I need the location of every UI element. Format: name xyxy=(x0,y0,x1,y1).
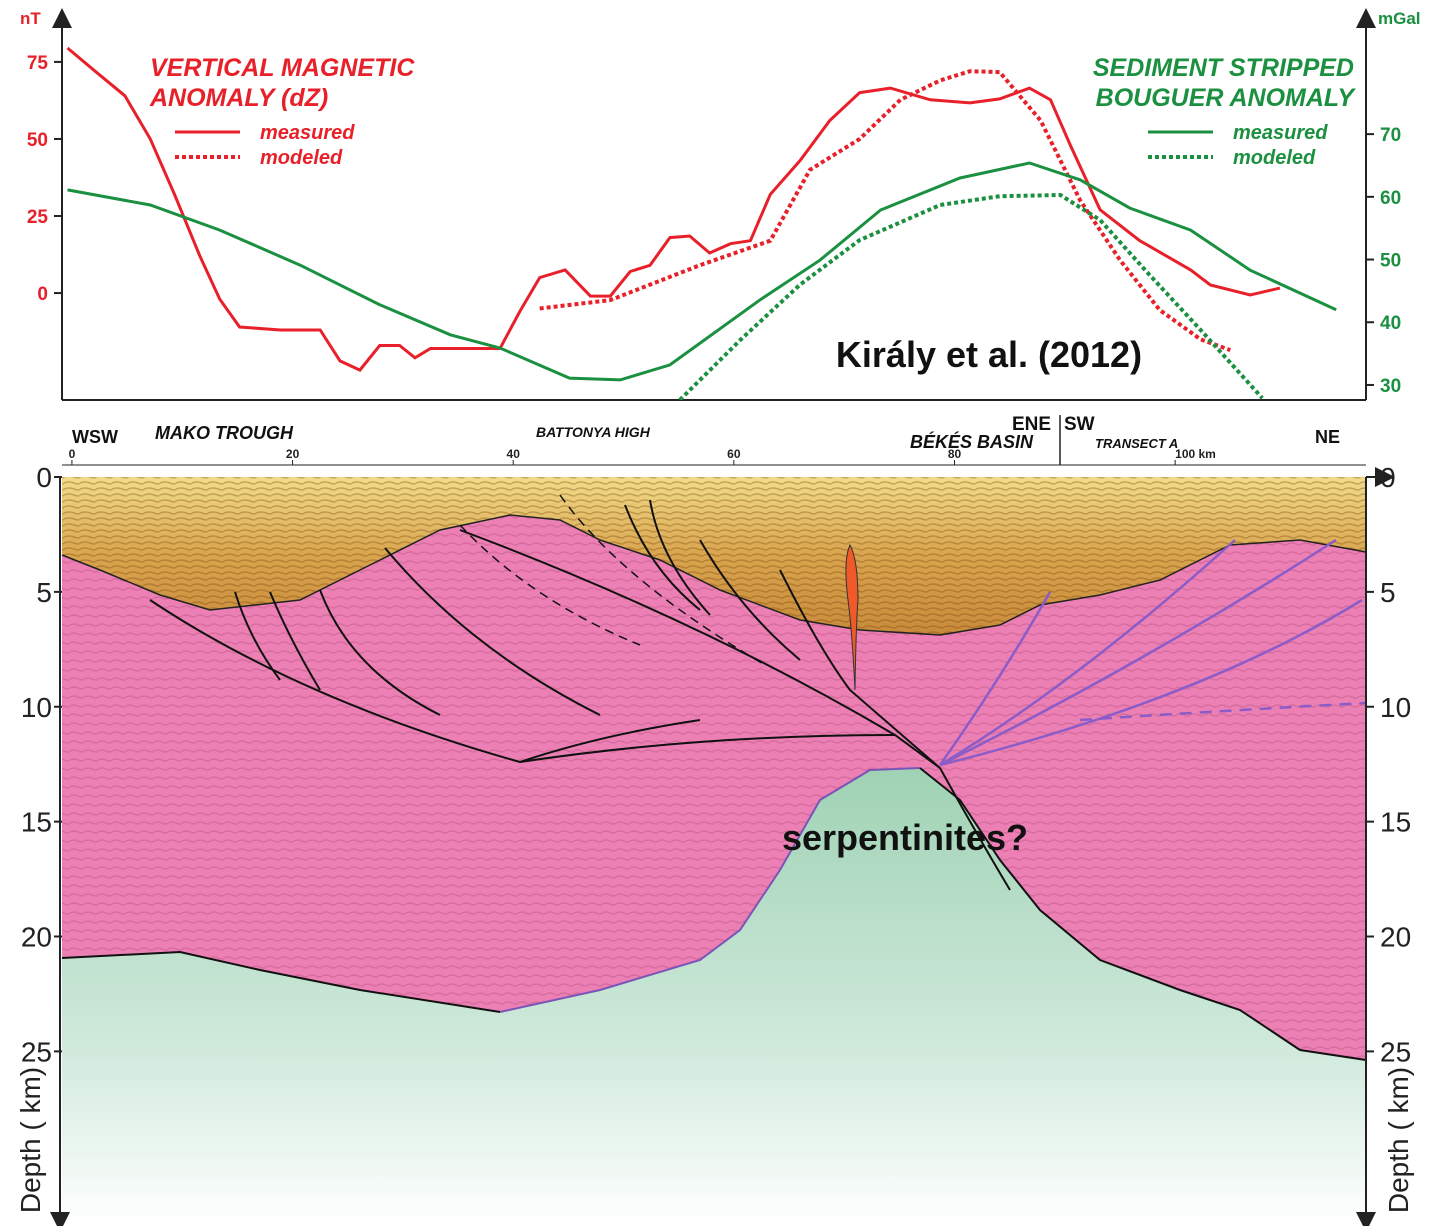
depth-tick-label: 25 xyxy=(21,1036,52,1067)
legend-label: measured xyxy=(1233,122,1328,144)
y2-tick-label: 60 xyxy=(1380,188,1401,209)
depth-tick-label: 5 xyxy=(36,577,52,608)
section-label: NE xyxy=(1315,427,1340,447)
legend-title: VERTICAL MAGNETIC xyxy=(150,54,415,82)
depth-tick-label: 25 xyxy=(1380,1036,1411,1067)
km-tick-label: 40 xyxy=(507,447,521,461)
depth-axis-label: Depth ( km) xyxy=(15,1067,46,1213)
series-line xyxy=(68,163,1337,380)
km-tick-label: 20 xyxy=(286,447,300,461)
depth-tick-label: 20 xyxy=(1380,922,1411,953)
y2-tick-label: 50 xyxy=(1380,251,1401,272)
y-tick-label: 25 xyxy=(27,207,49,228)
legend-label: modeled xyxy=(260,147,343,169)
series-line xyxy=(540,71,1231,350)
km-tick-label: 100 km xyxy=(1175,447,1216,461)
depth-tick-label: 10 xyxy=(1380,692,1411,723)
section-label: TRANSECT A xyxy=(1095,436,1178,451)
legend-label: modeled xyxy=(1233,147,1316,169)
annotation: serpentinites? xyxy=(782,817,1028,858)
legend-title: SEDIMENT STRIPPED xyxy=(1093,54,1354,82)
y-axis-label: nT xyxy=(20,9,41,28)
annotation: Király et al. (2012) xyxy=(836,334,1142,375)
section-label: BÉKÉS BASIN xyxy=(910,431,1034,452)
km-tick-label: 60 xyxy=(727,447,741,461)
y2-tick-label: 40 xyxy=(1380,313,1401,334)
y2-axis-label: mGal xyxy=(1378,9,1421,28)
y2-tick-label: 70 xyxy=(1380,125,1401,146)
legend-label: measured xyxy=(260,122,355,144)
y-tick-label: 75 xyxy=(27,53,49,74)
depth-tick-label: 15 xyxy=(21,807,52,838)
cross-section xyxy=(62,477,1366,1226)
figure: nT mGal VERTICAL MAGNETIC ANOMALY (dZ) S… xyxy=(0,0,1438,1226)
depth-tick-label: 15 xyxy=(1380,807,1411,838)
km-tick-label: 80 xyxy=(948,447,962,461)
depth-tick-label: 0 xyxy=(36,462,52,493)
depth-tick-label: 5 xyxy=(1380,577,1396,608)
depth-tick-label: 0 xyxy=(1380,462,1396,493)
legend-title: ANOMALY (dZ) xyxy=(149,84,328,112)
depth-tick-label: 20 xyxy=(21,922,52,953)
km-tick-label: 0 xyxy=(69,447,76,461)
section-label: SW xyxy=(1064,414,1095,435)
y2-tick-label: 30 xyxy=(1380,376,1401,397)
y-tick-label: 0 xyxy=(37,284,48,305)
section-label: WSW xyxy=(72,427,118,447)
y-tick-label: 50 xyxy=(27,130,48,151)
depth-tick-label: 10 xyxy=(21,692,52,723)
section-label: BATTONYA HIGH xyxy=(536,424,651,440)
legend-title: BOUGUER ANOMALY xyxy=(1096,84,1357,112)
section-label: MAKO TROUGH xyxy=(155,423,294,443)
depth-axis-label: Depth ( km) xyxy=(1383,1067,1414,1213)
